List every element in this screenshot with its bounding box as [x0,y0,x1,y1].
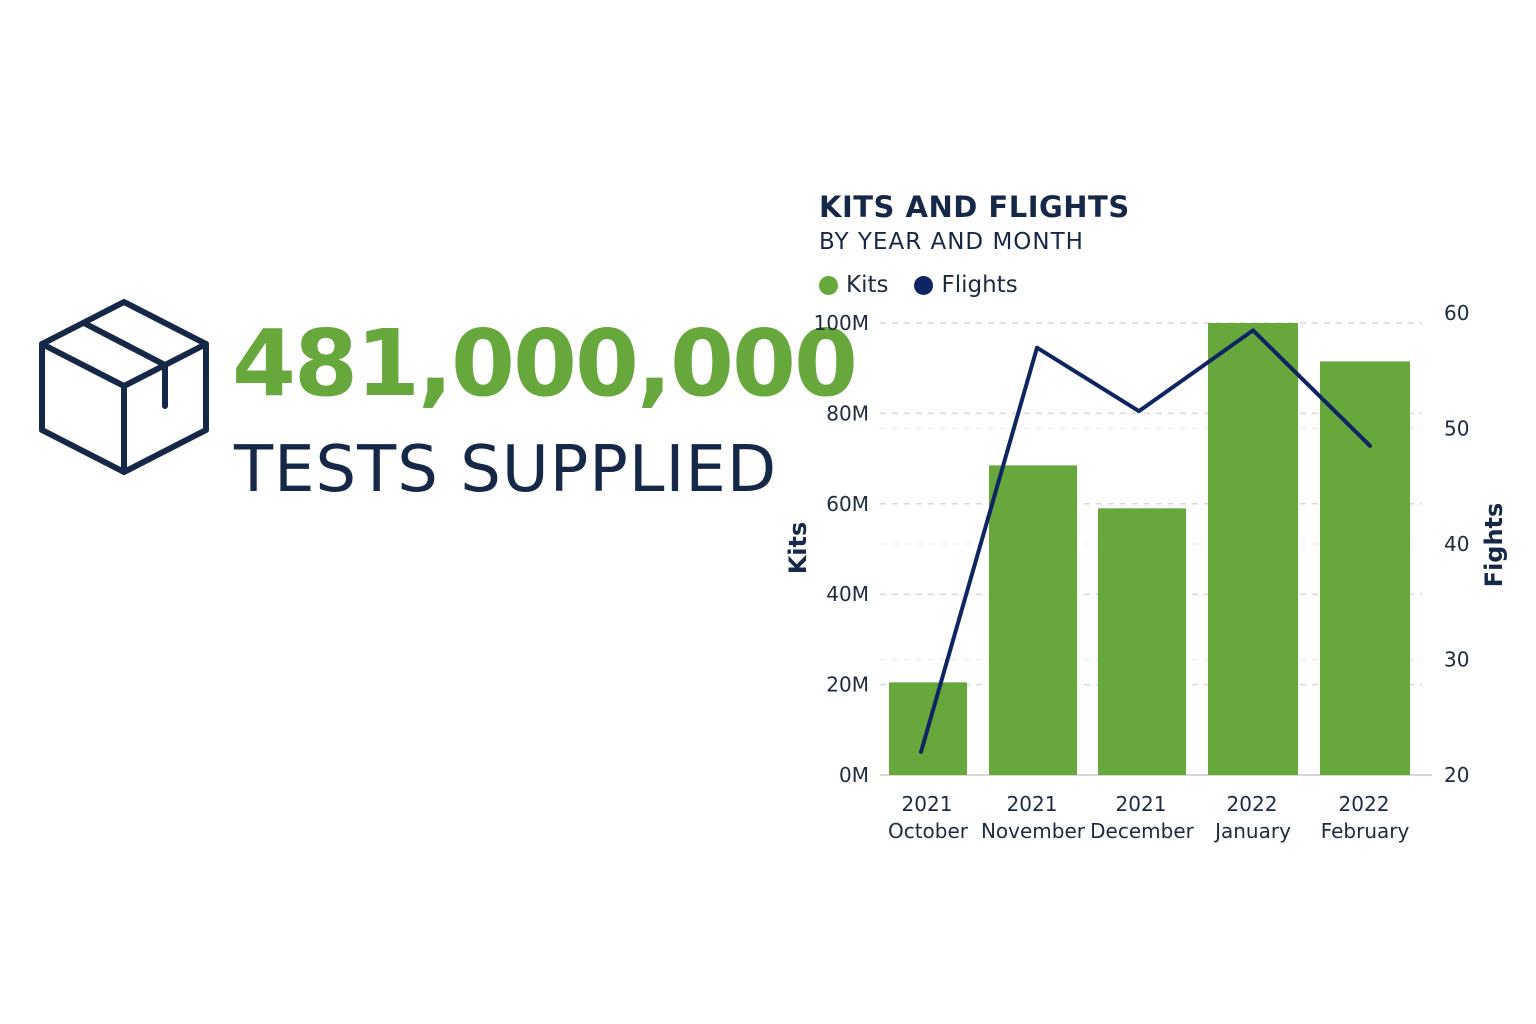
y-left-tick-label: 100M [814,311,869,335]
y-left-tick-label: 60M [826,492,869,516]
kpi-label: TESTS SUPPLIED [234,433,778,507]
legend-label-flights: Flights [941,272,1018,298]
point-flights [920,751,922,753]
legend-marker-kits [819,275,838,295]
y-left-tick-label: 80M [826,401,869,425]
y-left-axis-title: Kits [784,522,812,575]
chart-legend: Kits Flights [819,272,1044,298]
x-tick-label-month: December [1090,819,1194,843]
bar-kits [989,465,1077,775]
point-flights [1252,329,1254,331]
bar-kits [1320,361,1410,775]
point-flights [1138,410,1140,412]
x-tick-label-month: January [1213,819,1291,843]
x-tick-label-year: 2021 [902,792,953,816]
x-tick-label-year: 2022 [1339,792,1390,816]
y-right-tick-label: 20 [1444,763,1469,787]
box-icon [39,299,209,475]
x-tick-label-year: 2021 [1116,792,1167,816]
y-right-tick-label: 40 [1444,532,1469,556]
y-right-axis-title: Fights [1480,503,1508,588]
chart-title: KITS AND FLIGHTS [819,190,1130,224]
y-left-tick-label: 40M [826,582,869,606]
point-flights [1369,445,1371,447]
chart-subtitle: BY YEAR AND MONTH [819,229,1084,255]
y-right-tick-label: 60 [1444,301,1469,325]
bar-kits [1098,508,1186,775]
legend-item-flights: Flights [914,272,1018,298]
x-tick-label-year: 2022 [1227,792,1278,816]
point-flights [1036,347,1038,349]
kpi-value: 481,000,000 [232,310,858,417]
y-right-tick-label: 30 [1444,648,1469,672]
y-left-tick-label: 20M [826,673,869,697]
x-tick-label-month: February [1321,819,1410,843]
legend-label-kits: Kits [846,272,889,298]
bar-kits [1208,323,1298,775]
y-right-tick-label: 50 [1444,417,1469,441]
x-tick-label-year: 2021 [1007,792,1058,816]
legend-marker-flights [914,275,934,295]
x-tick-label-month: October [888,819,969,843]
legend-item-kits: Kits [819,272,888,298]
x-tick-label-month: November [981,819,1086,843]
y-left-tick-label: 0M [839,763,869,787]
